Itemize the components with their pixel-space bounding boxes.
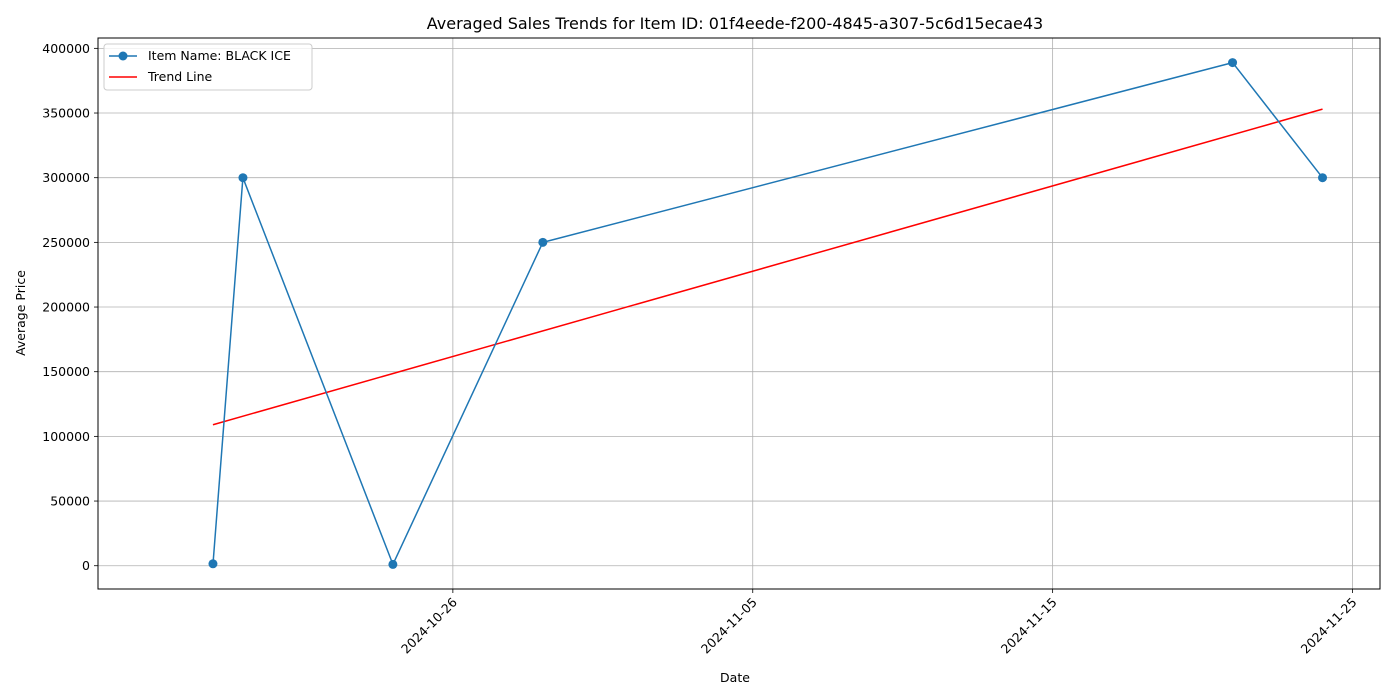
grid bbox=[98, 38, 1380, 589]
y-tick-label: 400000 bbox=[42, 41, 90, 56]
legend-label-trend: Trend Line bbox=[147, 69, 213, 84]
y-tick-label: 0 bbox=[82, 558, 90, 573]
data-point bbox=[538, 237, 548, 247]
y-axis-label: Average Price bbox=[13, 270, 28, 356]
trend-line bbox=[212, 108, 1323, 426]
y-tick-label: 150000 bbox=[42, 364, 90, 379]
y-tick-label: 100000 bbox=[42, 429, 90, 444]
x-axis-ticks: 2024-10-26 2024-11-05 2024-11-15 2024-11-25 bbox=[398, 589, 1360, 656]
data-point bbox=[208, 559, 218, 569]
x-tick-label: 2024-11-05 bbox=[698, 595, 760, 657]
data-point bbox=[1228, 58, 1238, 68]
legend-marker-black-ice bbox=[118, 51, 128, 61]
chart-title: Averaged Sales Trends for Item ID: 01f4e… bbox=[427, 14, 1043, 33]
data-point bbox=[238, 173, 248, 183]
data-point bbox=[1318, 173, 1328, 183]
series-line-black-ice bbox=[212, 61, 1324, 566]
x-tick-label: 2024-11-15 bbox=[998, 595, 1060, 657]
trend-line-layer bbox=[212, 108, 1323, 426]
y-tick-label: 200000 bbox=[42, 300, 90, 315]
y-tick-label: 350000 bbox=[42, 106, 90, 121]
y-axis-ticks: 0 50000 100000 150000 200000 250000 300000 3500… bbox=[42, 41, 98, 573]
legend-label-black-ice: Item Name: BLACK ICE bbox=[148, 48, 291, 63]
series-layer bbox=[208, 58, 1328, 569]
plot-area-frame bbox=[97, 37, 1381, 590]
y-tick-label: 50000 bbox=[50, 494, 90, 509]
legend-frame bbox=[103, 43, 313, 91]
x-tick-label: 2024-11-25 bbox=[1298, 595, 1360, 657]
y-tick-label: 300000 bbox=[42, 170, 90, 185]
x-axis-label: Date bbox=[720, 670, 750, 685]
legend: Item Name: BLACK ICE Trend Line bbox=[103, 43, 313, 91]
x-tick-label: 2024-10-26 bbox=[398, 594, 460, 656]
data-point bbox=[388, 559, 398, 569]
y-tick-label: 250000 bbox=[42, 235, 90, 250]
